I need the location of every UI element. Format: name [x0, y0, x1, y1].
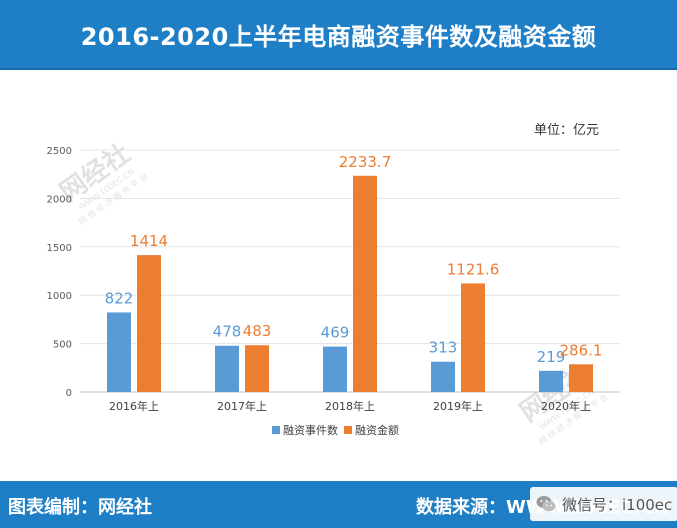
bar-amount: [569, 364, 593, 392]
bar-amount: [461, 283, 485, 392]
data-label: 286.1: [560, 341, 603, 359]
y-axis-ticks: 0 500 1000 1500 2000 2500: [47, 146, 72, 399]
chart-header: 2016-2020上半年电商融资事件数及融资金额: [0, 0, 677, 68]
wechat-id: 微信号：i100ec: [562, 495, 673, 514]
y-tick-label: 0: [66, 388, 72, 399]
bar-events: [539, 370, 563, 392]
x-tick-label: 2019年上: [433, 399, 483, 413]
bar-amount: [245, 345, 269, 392]
y-tick-label: 1500: [47, 243, 72, 254]
data-label: 478: [213, 323, 242, 341]
bar-events: [431, 361, 455, 392]
data-label: 822: [105, 289, 134, 307]
wechat-badge: 微信号：i100ec: [530, 487, 677, 521]
bar-amount: [137, 255, 161, 392]
x-tick-label: 2020年上: [541, 399, 591, 413]
footer-credit: 图表编制：网经社: [8, 497, 152, 518]
y-tick-label: 2500: [47, 146, 72, 157]
legend-label: 融资金额: [355, 423, 399, 437]
bar-events: [107, 312, 131, 392]
data-label: 219: [537, 348, 566, 366]
data-label: 483: [243, 322, 272, 340]
y-tick-label: 1000: [47, 291, 72, 302]
data-label: 1414: [130, 232, 168, 250]
x-tick-label: 2018年上: [325, 399, 375, 413]
bar-amount: [353, 175, 377, 392]
data-label: 2233.7: [339, 153, 392, 171]
x-tick-label: 2017年上: [217, 399, 267, 413]
x-tick-label: 2016年上: [109, 399, 159, 413]
wechat-icon: [536, 494, 556, 514]
gridlines: [80, 149, 620, 393]
chart-title: 2016-2020上半年电商融资事件数及融资金额: [80, 22, 597, 51]
unit-label: 单位：亿元: [533, 123, 599, 138]
bar-events: [323, 346, 347, 392]
legend: 融资事件数 融资金额: [272, 423, 399, 437]
y-tick-label: 500: [53, 340, 72, 351]
bars-group: [107, 175, 593, 392]
header-divider: [0, 68, 677, 70]
data-label: 469: [321, 324, 350, 342]
legend-swatch: [272, 426, 280, 434]
legend-swatch: [344, 426, 352, 434]
y-tick-label: 2000: [47, 194, 72, 205]
data-label: 1121.6: [447, 260, 500, 278]
legend-label: 融资事件数: [283, 424, 338, 437]
data-label: 313: [429, 339, 458, 357]
footer-bar: 图表编制：网经社 数据来源：WWW.100EC.CN 微信号：i100ec: [0, 481, 677, 528]
x-axis-ticks: 2016年上 2017年上 2018年上 2019年上 2020年上: [109, 399, 591, 413]
bar-events: [215, 345, 239, 392]
